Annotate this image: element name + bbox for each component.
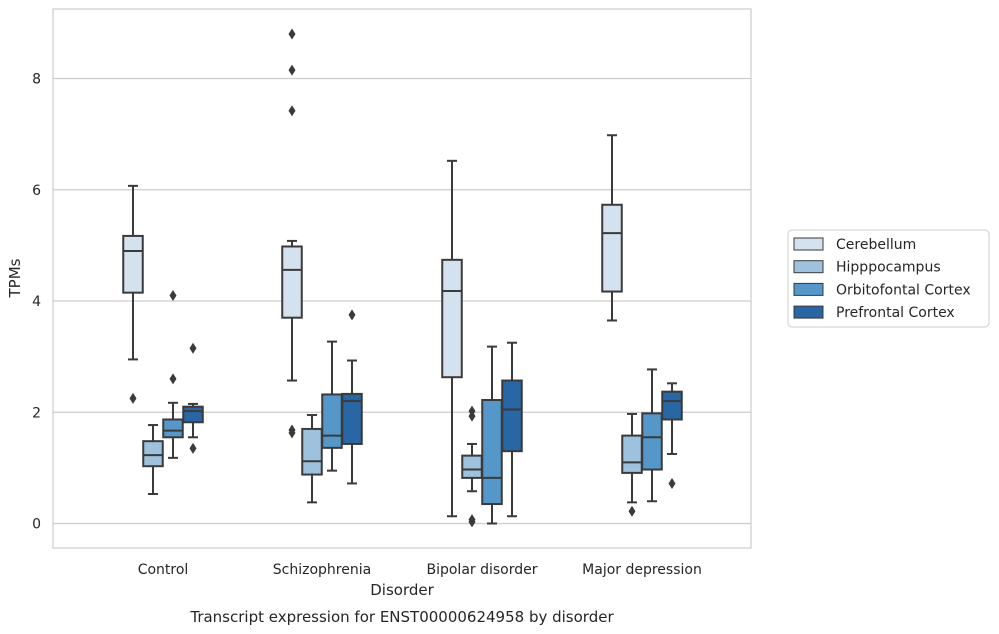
x-tick-label: Schizophrenia [273, 562, 371, 578]
series-prefrontal-cortex [182, 309, 683, 518]
box [441, 159, 463, 518]
outlier-point [668, 477, 676, 489]
box [341, 309, 363, 485]
box [301, 414, 323, 504]
series-hipppocampus [142, 405, 643, 528]
legend-item: Orbitofontal Cortex [793, 282, 971, 298]
figure-caption: Transcript expression for ENST0000062495… [189, 608, 614, 626]
box [321, 340, 343, 472]
y-tick-label: 0 [32, 517, 41, 533]
box-iqr [621, 434, 643, 474]
box-iqr [182, 405, 204, 424]
outlier-point [169, 289, 177, 301]
box-iqr [441, 258, 463, 379]
y-axis-label: TPMs [6, 258, 24, 298]
outlier-point [288, 28, 296, 40]
box-iqr [601, 203, 623, 293]
box-iqr [461, 454, 483, 479]
series-cerebellum [122, 28, 623, 518]
outlier-point [129, 392, 137, 404]
legend-label: Orbitofontal Cortex [836, 282, 971, 298]
legend-item: Prefrontal Cortex [793, 305, 955, 321]
box [142, 424, 164, 496]
legend-label: Hipppocampus [836, 260, 941, 276]
x-tick-label: Control [138, 562, 189, 578]
box-series [122, 28, 683, 528]
outlier-point [468, 514, 476, 526]
box [481, 345, 503, 525]
box-iqr [341, 392, 363, 445]
box-iqr [162, 418, 184, 439]
box-iqr [301, 427, 323, 476]
box-iqr [661, 390, 683, 421]
box-iqr [142, 440, 164, 468]
legend: Cerebellum Hipppocampus Orbitofontal Corte… [787, 229, 990, 328]
outlier-point [348, 309, 356, 321]
grid-lines [53, 77, 751, 525]
plot-frame [52, 8, 752, 549]
box [122, 184, 144, 404]
box [501, 341, 523, 518]
outlier-point [288, 64, 296, 76]
box [182, 342, 204, 454]
axis-ticks: 0 2 4 6 8 Control Schizophrenia Bipolar disorde… [32, 72, 702, 579]
outlier-point [189, 442, 197, 454]
y-tick-label: 8 [32, 72, 41, 88]
box [461, 405, 483, 528]
box-iqr [641, 412, 663, 471]
box-iqr [122, 234, 144, 294]
x-tick-label: Major depression [582, 562, 702, 578]
y-tick-label: 2 [32, 405, 41, 421]
x-axis-label: Disorder [370, 581, 434, 599]
y-tick-label: 6 [32, 183, 41, 199]
legend-label: Cerebellum [836, 237, 916, 253]
legend-swatch [793, 282, 824, 296]
outlier-point [189, 342, 197, 354]
outlier-point [288, 105, 296, 117]
box [641, 368, 663, 503]
box-iqr [321, 393, 343, 449]
outlier-point [169, 373, 177, 385]
legend-label: Prefrontal Cortex [836, 305, 955, 321]
box [661, 382, 683, 489]
legend-swatch [793, 260, 824, 274]
outlier-point [468, 405, 476, 417]
series-orbitofontal-cortex [162, 289, 663, 525]
box [281, 28, 303, 439]
legend-swatch [793, 237, 824, 251]
outlier-point [628, 505, 636, 517]
legend-frame [787, 229, 990, 328]
y-tick-label: 4 [32, 294, 41, 310]
box [162, 289, 184, 459]
box [601, 134, 623, 322]
outlier-point [288, 424, 296, 436]
box [621, 412, 643, 517]
legend-swatch [793, 305, 824, 319]
box-iqr [481, 399, 503, 506]
legend-item: Cerebellum [793, 237, 916, 253]
x-tick-label: Bipolar disorder [426, 562, 537, 578]
box-iqr [501, 379, 523, 453]
legend-item: Hipppocampus [793, 260, 941, 276]
box-iqr [281, 245, 303, 319]
